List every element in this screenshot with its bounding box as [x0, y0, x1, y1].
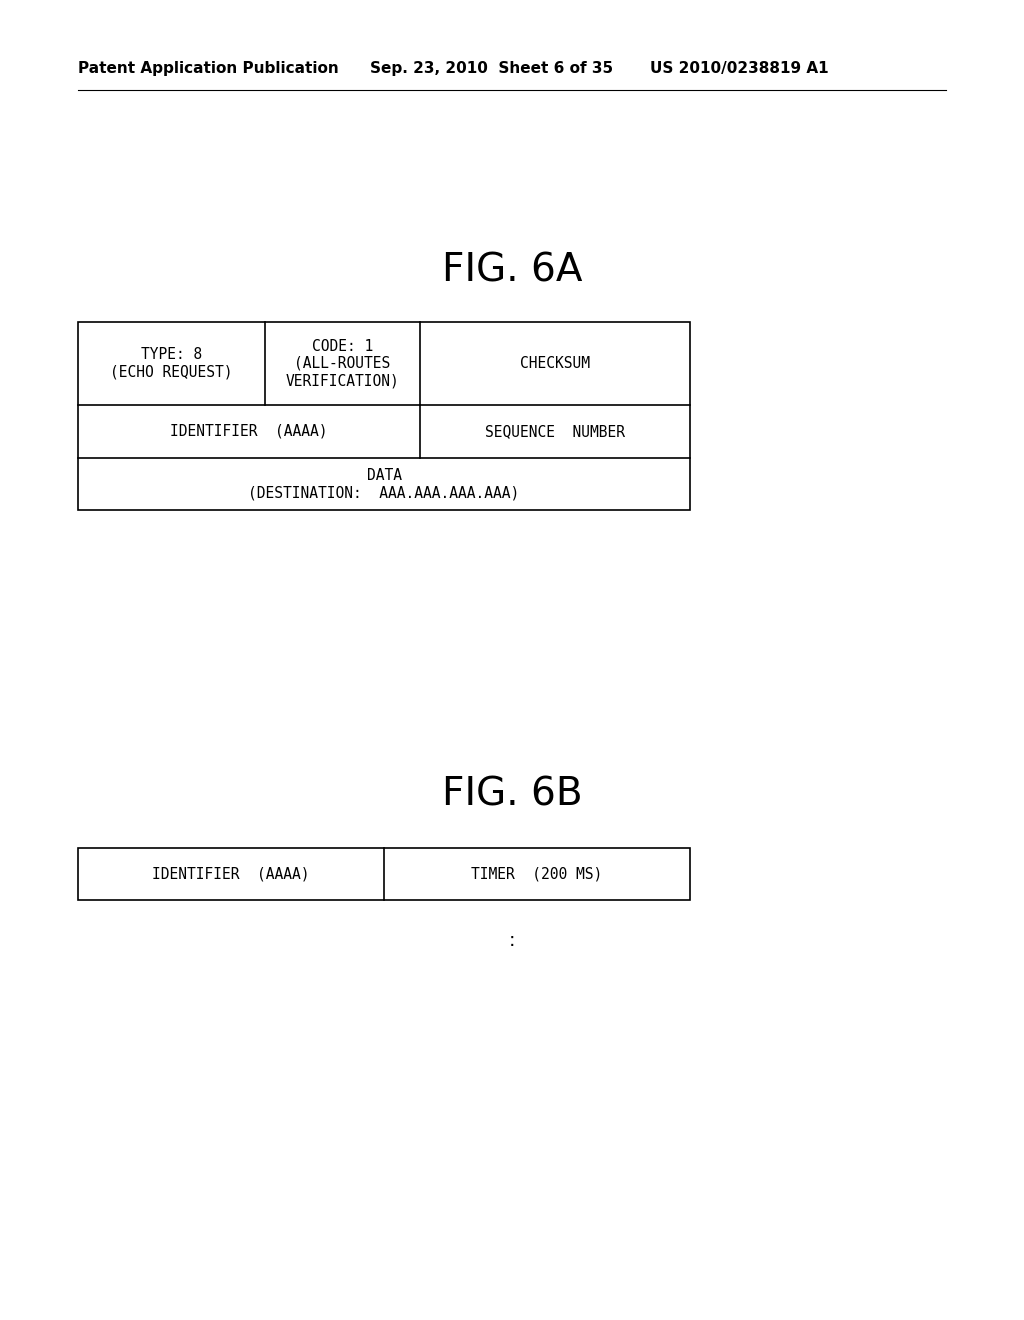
Bar — [78, 322, 690, 510]
Text: Patent Application Publication: Patent Application Publication — [78, 61, 339, 75]
Text: Sep. 23, 2010  Sheet 6 of 35: Sep. 23, 2010 Sheet 6 of 35 — [370, 61, 613, 75]
Text: US 2010/0238819 A1: US 2010/0238819 A1 — [650, 61, 828, 75]
Text: TIMER  (200 MS): TIMER (200 MS) — [471, 866, 603, 882]
Text: FIG. 6B: FIG. 6B — [441, 776, 583, 814]
Text: CHECKSUM: CHECKSUM — [520, 356, 590, 371]
Text: IDENTIFIER  (AAAA): IDENTIFIER (AAAA) — [170, 424, 328, 440]
Text: DATA
(DESTINATION:  AAA.AAA.AAA.AAA): DATA (DESTINATION: AAA.AAA.AAA.AAA) — [249, 467, 519, 500]
Text: :: : — [509, 931, 515, 949]
Text: IDENTIFIER  (AAAA): IDENTIFIER (AAAA) — [153, 866, 309, 882]
Text: SEQUENCE  NUMBER: SEQUENCE NUMBER — [485, 424, 625, 440]
Text: FIG. 6A: FIG. 6A — [441, 251, 583, 289]
Text: CODE: 1
(ALL-ROUTES
VERIFICATION): CODE: 1 (ALL-ROUTES VERIFICATION) — [286, 339, 399, 388]
Bar — [78, 847, 690, 900]
Text: TYPE: 8
(ECHO REQUEST): TYPE: 8 (ECHO REQUEST) — [111, 347, 232, 380]
